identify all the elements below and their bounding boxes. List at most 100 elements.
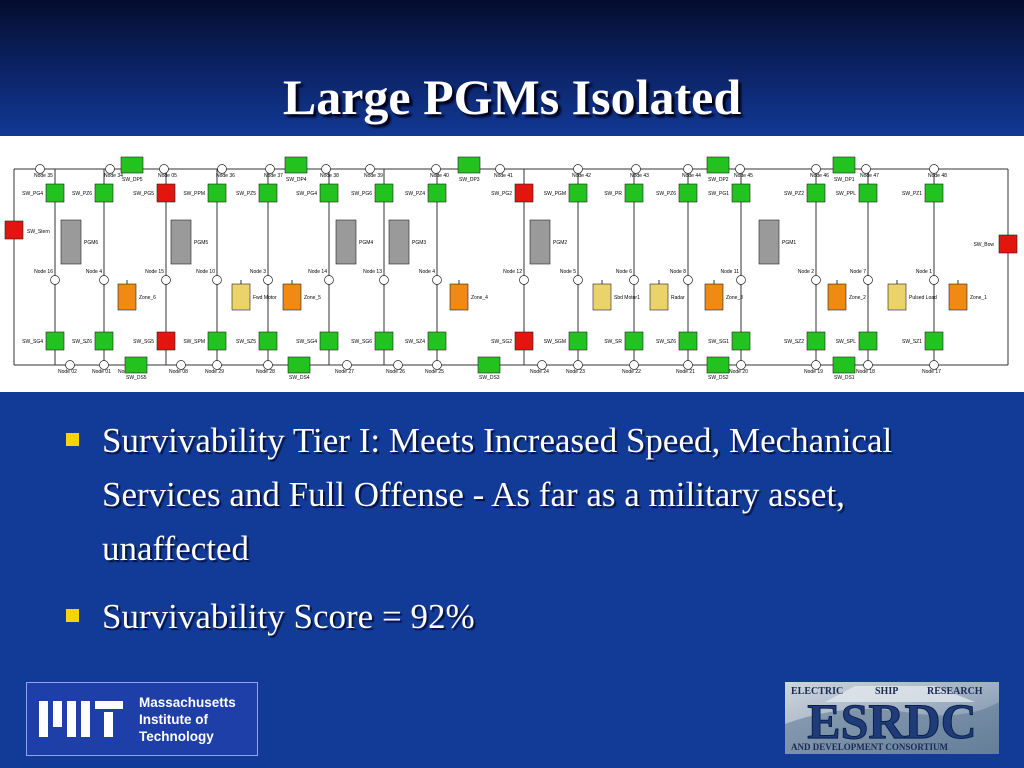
bottom-node-label: Node 02: [58, 369, 77, 375]
bottom-node-label: Node 08: [169, 369, 188, 375]
mid-node-label: Node 7: [850, 269, 866, 275]
mid-node-label: Node 11: [720, 269, 739, 275]
pgm-label: PGM3: [412, 240, 426, 246]
top-row-switch: [731, 183, 751, 203]
bottom-bus-tie-switch: [706, 356, 730, 374]
bottom-bus-tie-switch: [287, 356, 311, 374]
load-box: [231, 283, 251, 311]
load-box: [704, 283, 724, 311]
mid-node-circle: [863, 275, 873, 285]
top-bus-tie-switch: [284, 156, 308, 174]
top-node-label: Node 38: [320, 173, 339, 179]
pgm-generator: [388, 219, 410, 265]
top-bus-node: [573, 164, 583, 174]
top-bus-tie-switch: [832, 156, 856, 174]
top-node-label: Node 44: [682, 173, 701, 179]
bottom-row-switch-label: SW_SZ6: [72, 339, 92, 345]
bottom-bus-node: [736, 360, 746, 370]
load-box: [827, 283, 847, 311]
top-bus-node: [735, 164, 745, 174]
bottom-row-switch-label: SW_SPL: [836, 339, 857, 345]
bottom-bus-tie-label: SW_DS1: [834, 375, 855, 381]
load-box: [449, 283, 469, 311]
mid-node-circle: [573, 275, 583, 285]
bottom-row-switch: [731, 331, 751, 351]
top-node-label: Node 42: [572, 173, 591, 179]
top-bus-node: [495, 164, 505, 174]
esrdc-top-word: SHIP: [875, 686, 898, 697]
bottom-row-switch: [156, 331, 176, 351]
mid-node-label: Node 10: [196, 269, 215, 275]
top-row-switch: [258, 183, 278, 203]
mit-letters-icon: [39, 701, 123, 737]
load-box: [887, 283, 907, 311]
top-node-label: Node 35: [34, 173, 53, 179]
mid-node-label: Node 2: [798, 269, 814, 275]
mid-node-label: Node 16: [34, 269, 53, 275]
bottom-row-switch-label: SW_SPM: [183, 339, 205, 345]
bullet-text: Survivability Score = 92%: [102, 597, 475, 636]
bottom-bus-node: [811, 360, 821, 370]
bottom-bus-tie-switch: [477, 356, 501, 374]
pgm-generator: [170, 219, 192, 265]
top-bus-node: [321, 164, 331, 174]
top-row-switch-label: SW_PZ2: [784, 191, 804, 197]
mit-logo-line: Massachusetts: [139, 695, 236, 710]
top-row-switch: [427, 183, 447, 203]
mid-node-circle: [50, 275, 60, 285]
bottom-row-switch: [374, 331, 394, 351]
top-bus-node: [431, 164, 441, 174]
mid-node-label: Node 1: [916, 269, 932, 275]
bottom-bus-node: [342, 360, 352, 370]
top-node-label: Node 39: [364, 173, 383, 179]
bottom-row-switch: [94, 331, 114, 351]
bottom-row-switch: [45, 331, 65, 351]
bullet-text: Survivability Tier I: Meets Increased Sp…: [102, 421, 893, 568]
bottom-row-switch-label: SW_SG1: [708, 339, 729, 345]
top-row-switch: [156, 183, 176, 203]
bullet-square-icon: [66, 609, 79, 622]
bottom-row-switch: [319, 331, 339, 351]
mid-node-label: Node 14: [308, 269, 327, 275]
bottom-row-switch-label: SW_SG2: [491, 339, 512, 345]
mid-node-circle: [161, 275, 171, 285]
top-row-switch-label: SW_PG6: [351, 191, 372, 197]
load-label: Zone_3: [726, 295, 743, 301]
top-bus-tie-label: SW_DP2: [708, 177, 729, 183]
bottom-bus-tie-switch: [124, 356, 148, 374]
pgm-label: PGM1: [782, 240, 796, 246]
top-row-switch: [858, 183, 878, 203]
bottom-node-label: Node 17: [922, 369, 941, 375]
bottom-row-switch-label: SW_SG6: [351, 339, 372, 345]
top-node-label: Node 34: [104, 173, 123, 179]
top-row-switch: [94, 183, 114, 203]
top-row-switch-label: SW_PZ5: [236, 191, 256, 197]
top-row-switch: [678, 183, 698, 203]
load-box: [592, 283, 612, 311]
bottom-node-label: Node 24: [530, 369, 549, 375]
top-row-switch: [514, 183, 534, 203]
bottom-row-switch: [568, 331, 588, 351]
top-bus-tie-switch: [457, 156, 481, 174]
bottom-node-label: Node 22: [622, 369, 641, 375]
bottom-bus-node: [393, 360, 403, 370]
top-row-switch-label: SW_PPM: [183, 191, 205, 197]
top-node-label: Node 47: [860, 173, 879, 179]
mit-logo-line: Technology: [139, 729, 214, 744]
stern-switch-label: SW_Stern: [27, 229, 50, 235]
bottom-bus-node: [929, 360, 939, 370]
load-box: [649, 283, 669, 311]
slide-title: Large PGMs Isolated: [282, 69, 742, 125]
mid-node-label: Node 4: [86, 269, 102, 275]
bullet-list: Survivability Tier I: Meets Increased Sp…: [60, 414, 980, 658]
top-row-switch: [568, 183, 588, 203]
top-row-switch: [319, 183, 339, 203]
top-bus-node: [929, 164, 939, 174]
esrdc-bottom-line: AND DEVELOPMENT CONSORTIUM: [791, 742, 949, 752]
bottom-row-switch: [258, 331, 278, 351]
bottom-bus-tie-label: SW_DS3: [479, 375, 500, 381]
bottom-node-label: Node 26: [386, 369, 405, 375]
mid-node-circle: [519, 275, 529, 285]
top-row-switch: [207, 183, 227, 203]
top-row-switch-label: SW_PPL: [836, 191, 857, 197]
